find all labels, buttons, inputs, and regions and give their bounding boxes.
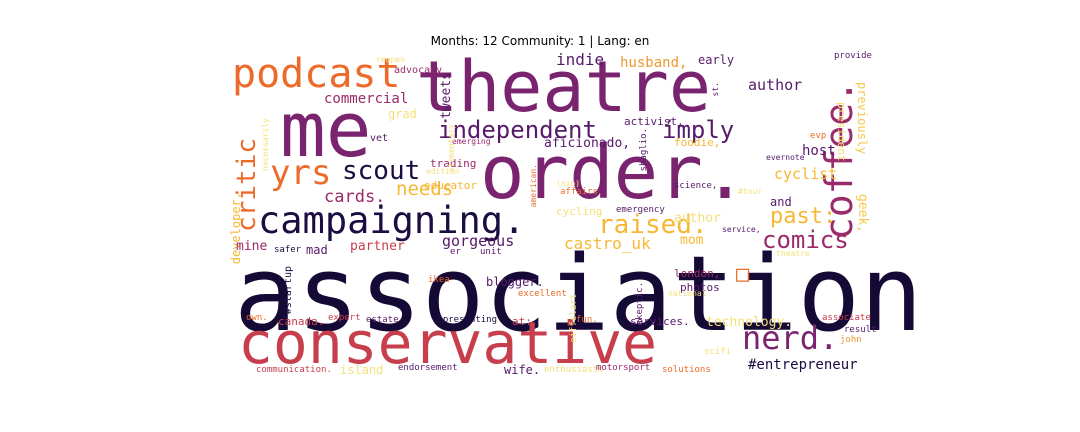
word: result xyxy=(844,325,877,335)
word: association xyxy=(234,233,923,355)
word: provide xyxy=(834,51,872,61)
word: ikea xyxy=(428,275,450,285)
word: me xyxy=(280,85,372,174)
word: expert xyxy=(328,313,361,323)
word: service, xyxy=(722,225,761,234)
word: blogger. xyxy=(486,275,544,289)
word: previously xyxy=(855,82,869,155)
word: indie xyxy=(556,50,605,69)
word: castro_uk xyxy=(564,234,651,253)
word: partner xyxy=(350,239,405,254)
word: own. xyxy=(246,313,268,323)
word: needs xyxy=(396,178,454,200)
word: and xyxy=(770,195,792,209)
word: #entrepreneur xyxy=(748,357,858,373)
word: imply xyxy=(662,116,735,144)
word: unit xyxy=(480,247,502,257)
word: excellent xyxy=(518,289,567,299)
word: fun. xyxy=(576,315,598,325)
word: evernote xyxy=(766,153,805,162)
word: gorgeous xyxy=(442,232,515,250)
word: national xyxy=(668,289,707,298)
word: trading xyxy=(430,157,477,170)
word: associate xyxy=(822,313,871,323)
word: representing xyxy=(432,315,498,325)
word: enthusiasts xyxy=(544,365,604,375)
word: cards. xyxy=(324,187,386,207)
word: commercial xyxy=(324,91,409,107)
word: author xyxy=(674,211,721,226)
word: communication. xyxy=(256,365,332,375)
word: london, xyxy=(674,267,721,280)
word: aficionado, xyxy=(544,136,631,151)
word: reopen xyxy=(376,55,405,64)
word: affairs xyxy=(560,187,598,197)
word: educator xyxy=(424,179,477,192)
word: mom xyxy=(680,233,704,248)
word: cyclist xyxy=(774,165,838,183)
word: sbaglio. xyxy=(639,128,649,172)
word: comics xyxy=(762,226,849,254)
word: theatre xyxy=(776,249,810,258)
word: services. xyxy=(630,315,690,328)
word: husband, xyxy=(620,55,688,71)
word: nerd. xyxy=(742,319,839,357)
word: technology. xyxy=(706,315,793,330)
word: independent xyxy=(438,116,597,144)
word: raised. xyxy=(598,210,708,240)
word: emerging xyxy=(452,137,491,146)
word: motorsport xyxy=(596,363,651,373)
word: podcast xyxy=(232,51,401,97)
word: john xyxy=(840,335,862,345)
word: endorsement xyxy=(398,363,458,373)
word: activist, xyxy=(624,115,684,128)
word: order. xyxy=(480,130,748,216)
word: solutions xyxy=(662,365,711,375)
word: canada. xyxy=(278,315,325,328)
word: president xyxy=(835,102,848,162)
word: skeptic. xyxy=(635,282,645,326)
word: eiffelart xyxy=(569,294,579,343)
word: advocacy xyxy=(394,65,443,76)
word: estate xyxy=(366,315,399,325)
word: scifi xyxy=(704,347,732,357)
word: science, xyxy=(674,181,718,191)
word: foodie, xyxy=(674,136,721,149)
word: scout xyxy=(342,156,421,186)
word: elementary xyxy=(447,124,456,173)
word: emergency xyxy=(616,205,665,215)
word: early xyxy=(698,53,735,67)
word: wife. xyxy=(504,363,541,377)
word: conservative xyxy=(238,309,658,377)
word: tweets xyxy=(439,72,454,119)
word-cloud: association conservative theatre order. … xyxy=(229,46,923,382)
word: grad xyxy=(388,107,417,121)
word: er xyxy=(450,247,461,257)
word: #startup xyxy=(283,266,294,315)
word: mine xyxy=(236,239,268,254)
word: theatre xyxy=(416,46,712,128)
word: yrs xyxy=(270,153,332,193)
word: island xyxy=(340,363,384,377)
word: past: xyxy=(770,204,837,229)
word: evp xyxy=(810,131,827,141)
word: (nip) xyxy=(556,179,581,188)
word: photos xyxy=(680,281,720,294)
word: safer xyxy=(274,245,302,255)
word: necessarily xyxy=(261,118,270,171)
word: cycling xyxy=(556,205,603,218)
word: edition xyxy=(426,167,460,176)
word: campaigning. xyxy=(258,199,526,242)
word: american. xyxy=(529,164,538,208)
word: st. xyxy=(711,82,720,97)
word: mad xyxy=(306,243,328,257)
word: host xyxy=(802,143,836,159)
word: #tour xyxy=(738,187,763,196)
word: author xyxy=(748,76,803,94)
word: □ xyxy=(736,262,750,287)
word: at: xyxy=(512,315,532,328)
chart-title: Months: 12 Community: 1 | Lang: en xyxy=(430,34,650,48)
word: geek, xyxy=(855,194,870,234)
word: vet xyxy=(370,133,389,144)
